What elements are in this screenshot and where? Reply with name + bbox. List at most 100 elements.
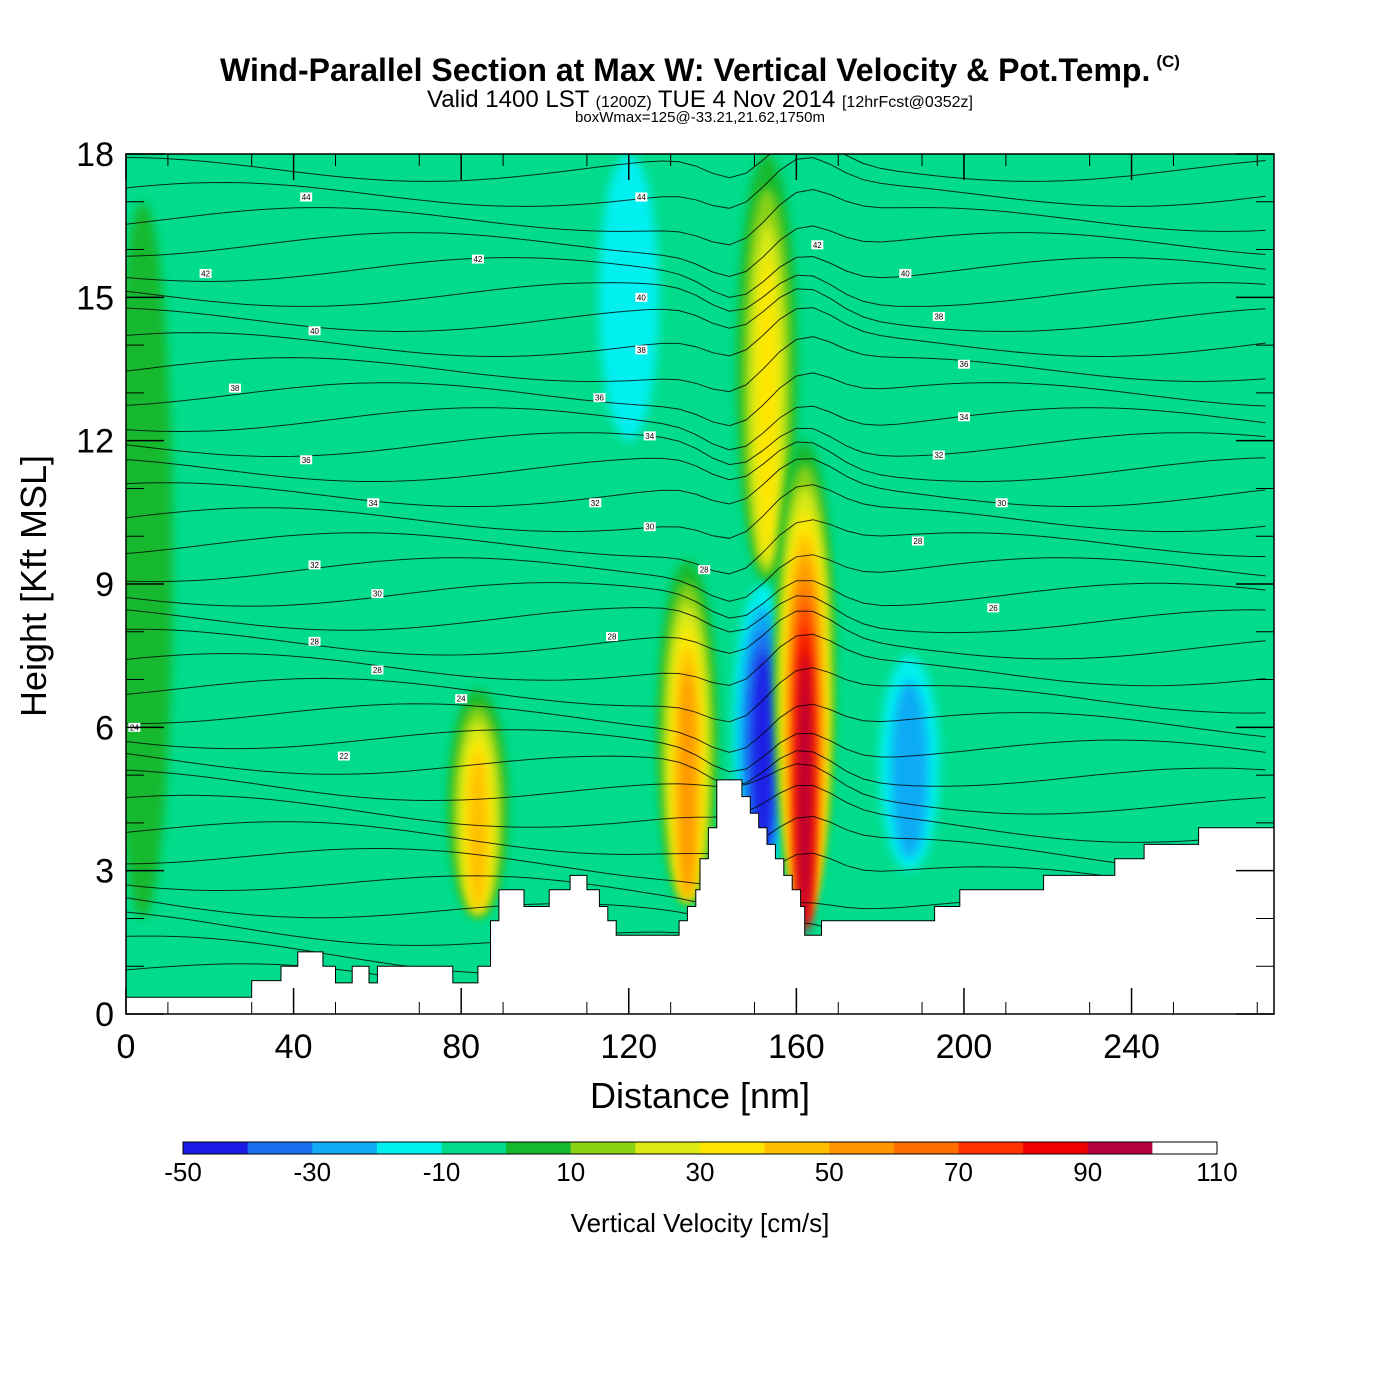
colorbar-tick-label: 30 [686, 1157, 715, 1187]
theta-contour-line [126, 484, 1266, 539]
contour-label: 28 [911, 536, 924, 546]
colorbar-label: Vertical Velocity [cm/s] [571, 1208, 830, 1238]
colorbar-tick-label: 70 [944, 1157, 973, 1187]
colorbar-tick-label: 50 [815, 1157, 844, 1187]
colorbar: -50 -30 -10 10 30 50 70 90 110 [164, 1141, 1238, 1187]
theta-contour-line [126, 157, 1266, 209]
svg-text:28: 28 [913, 537, 922, 546]
contour-label: 40 [635, 292, 648, 302]
contour-label: 32 [589, 498, 602, 508]
theta-contour-line [126, 703, 1266, 753]
y-tick-label: 15 [76, 279, 114, 317]
svg-text:30: 30 [645, 523, 654, 532]
y-axis-label: Height [Kft MSL] [13, 455, 54, 717]
theta-contour-line [126, 580, 1266, 619]
svg-text:42: 42 [201, 269, 210, 278]
colorbar-swatch [247, 1142, 313, 1154]
svg-text:38: 38 [934, 312, 943, 321]
theta-contour-line [126, 847, 1266, 899]
velocity-cell-5-level-1 [891, 680, 928, 859]
contour-label: 42 [199, 268, 212, 278]
colorbar-swatch [700, 1142, 766, 1154]
contour-label: 32 [932, 450, 945, 460]
contour-label: 32 [308, 560, 321, 570]
contour-label: 36 [300, 455, 313, 465]
svg-text:28: 28 [608, 633, 617, 642]
theta-contour-line [126, 307, 1266, 358]
colorbar-swatch [893, 1142, 959, 1154]
y-tick-label: 9 [95, 566, 114, 604]
colorbar-tick-label: 110 [1196, 1157, 1237, 1187]
chart-title: Wind-Parallel Section at Max W: Vertical… [0, 52, 1400, 89]
svg-text:32: 32 [934, 451, 943, 460]
svg-text:40: 40 [310, 327, 319, 336]
colorbar-frame [182, 1141, 1218, 1155]
contour-label: 26 [987, 603, 1000, 613]
contour-label: 30 [995, 498, 1008, 508]
colorbar-swatch [506, 1142, 572, 1154]
svg-text:28: 28 [373, 666, 382, 675]
x-tick-label: 240 [1103, 1028, 1160, 1066]
contour-label: 42 [471, 254, 484, 264]
colorbar-tick-label: -30 [293, 1157, 331, 1187]
contour-label: 36 [593, 393, 606, 403]
theta-contour-line [126, 255, 1266, 298]
contour-label: 28 [371, 665, 384, 675]
contour-label: 40 [308, 326, 321, 336]
contour-label: 44 [300, 192, 313, 202]
x-tick-label: 80 [442, 1028, 480, 1066]
contour-label: 44 [635, 192, 648, 202]
velocity-cell-2-level-3 [756, 255, 778, 560]
theta-contour-line [126, 188, 1266, 246]
theta-contour-line [126, 633, 1266, 687]
valid-utc: (1200Z) [595, 94, 652, 111]
theta-contour-line [126, 729, 1266, 773]
y-tick-label: 18 [76, 136, 114, 174]
svg-text:28: 28 [700, 566, 709, 575]
svg-text:30: 30 [373, 590, 382, 599]
svg-text:44: 44 [302, 193, 311, 202]
colorbar-swatch [183, 1142, 249, 1154]
svg-text:42: 42 [473, 255, 482, 264]
boxwmax-line: boxWmax=125@-33.21,21.62,1750m [575, 109, 825, 126]
contour-label: 42 [811, 240, 824, 250]
svg-text:30: 30 [997, 499, 1006, 508]
svg-text:36: 36 [302, 456, 311, 465]
svg-text:32: 32 [310, 561, 319, 570]
colorbar-swatch [1023, 1142, 1089, 1154]
theta-contour-line [126, 336, 1266, 393]
contour-label: 30 [643, 522, 656, 532]
svg-text:44: 44 [637, 193, 646, 202]
x-tick-label: 200 [936, 1028, 993, 1066]
colorbar-tick-label: 10 [556, 1157, 585, 1187]
theta-contour-line [126, 785, 1266, 843]
svg-text:34: 34 [369, 499, 378, 508]
x-tick-label: 0 [117, 1028, 136, 1066]
velocity-cell-3-level-3 [752, 651, 774, 855]
theta-contour-line [126, 595, 1266, 634]
valid-prefix: Valid 1400 LST [427, 86, 589, 113]
contour-label: 34 [957, 412, 970, 422]
svg-text:40: 40 [901, 269, 910, 278]
y-tick-label: 12 [76, 423, 114, 461]
theta-contour-line [126, 274, 1266, 312]
colorbar-swatch [958, 1142, 1024, 1154]
theta-contour-line [126, 154, 1266, 182]
svg-text:34: 34 [645, 432, 654, 441]
colorbar-tick-label: 90 [1073, 1157, 1102, 1187]
svg-text:42: 42 [813, 241, 822, 250]
svg-text:40: 40 [637, 293, 646, 302]
y-tick-label: 0 [95, 996, 114, 1034]
contour-label: 34 [643, 431, 656, 441]
svg-text:28: 28 [310, 637, 319, 646]
theta-contour-line [126, 519, 1266, 575]
colorbar-swatch [635, 1142, 701, 1154]
svg-text:36: 36 [960, 360, 969, 369]
theta-contour-line [126, 225, 1266, 278]
colorbar-swatch [312, 1142, 378, 1154]
valid-date: TUE 4 Nov 2014 [657, 86, 836, 113]
svg-text:34: 34 [960, 413, 969, 422]
contour-label: 38 [228, 383, 241, 393]
contour-label: 28 [308, 636, 321, 646]
